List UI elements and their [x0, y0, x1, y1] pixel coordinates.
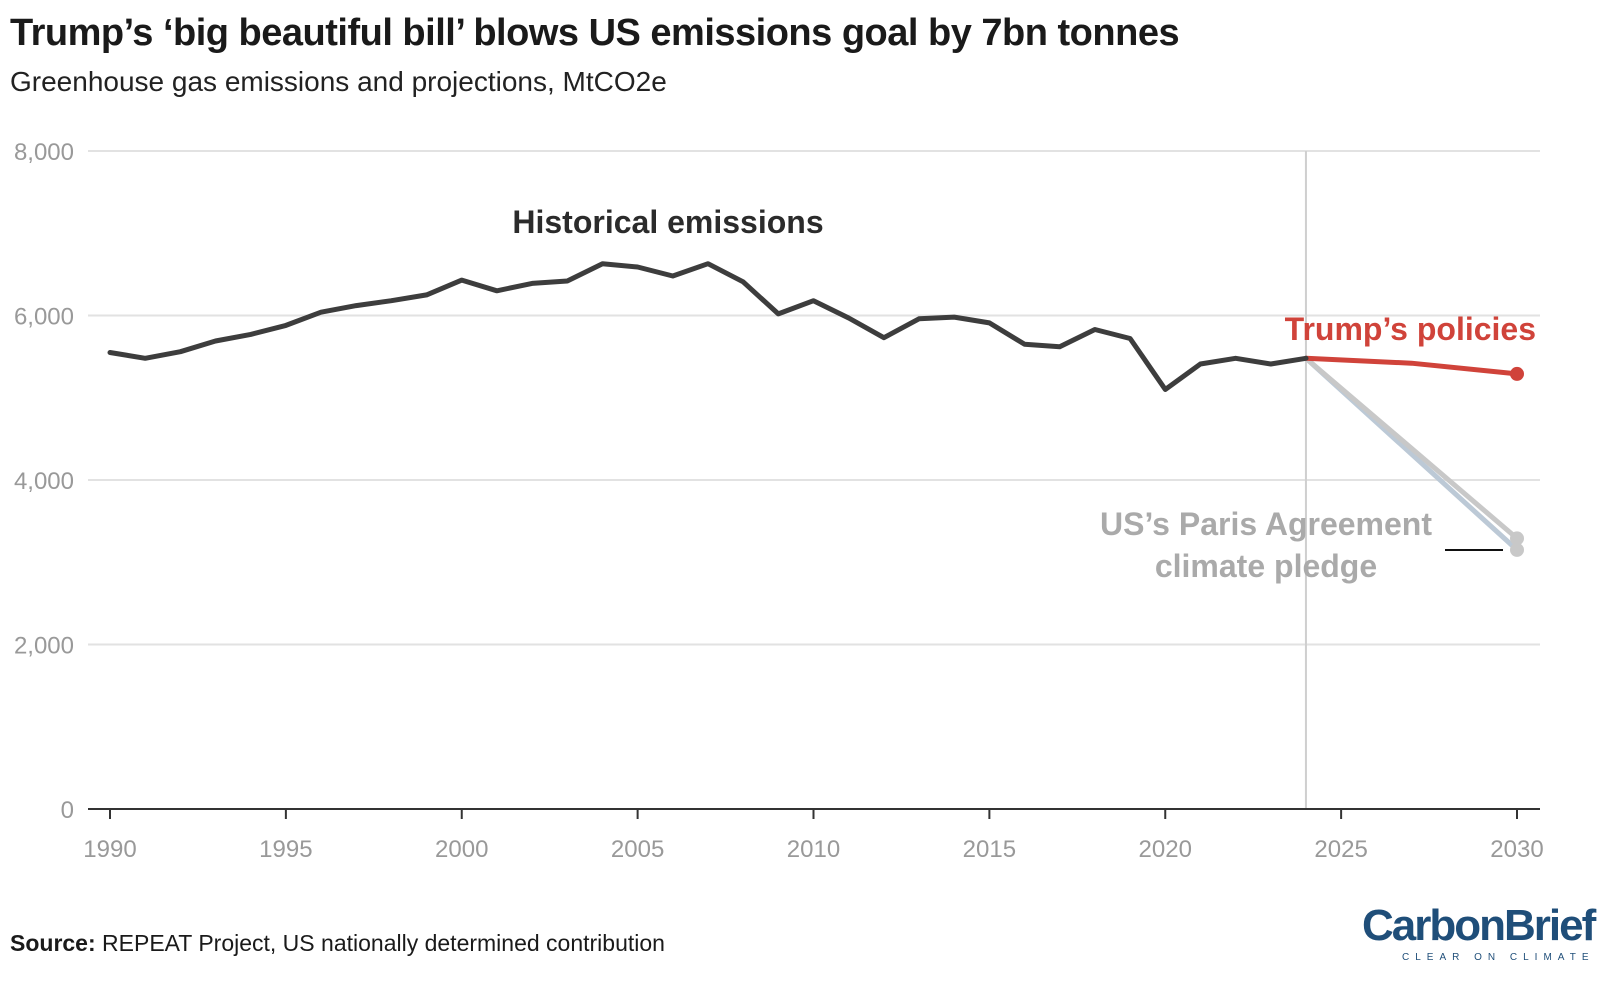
- paris-pledge-line: [1303, 355, 1520, 541]
- series-lines: [107, 261, 1524, 557]
- series-labels: Historical emissions Trump’s policies US’s…: [512, 204, 1536, 584]
- source-label: Source:: [10, 930, 96, 956]
- logo-wordmark: CarbonBrief: [1362, 901, 1596, 950]
- y-tick-label: 8,000: [14, 139, 74, 166]
- paris-pledge-label-line: climate pledge: [1155, 548, 1377, 584]
- chart-title: Trump’s ‘big beautiful bill’ blows US em…: [10, 12, 1180, 54]
- x-tick-label: 2010: [787, 836, 840, 863]
- y-tick-label: 6,000: [14, 304, 74, 331]
- chart-subtitle: Greenhouse gas emissions and projections…: [10, 66, 667, 97]
- emissions-line-chart: 0 2,000 4,000 6,000 8,000 1990 1995 2000 2005 201…: [14, 139, 1544, 863]
- y-tick-label: 4,000: [14, 468, 74, 495]
- x-tick-label: 2000: [435, 836, 488, 863]
- logo-word-brief: Brief: [1504, 901, 1596, 950]
- x-tick-label: 2020: [1139, 836, 1192, 863]
- y-tick-label: 2,000: [14, 633, 74, 660]
- x-tick-label: 2030: [1490, 836, 1543, 863]
- paris-pledge-end-point: [1510, 531, 1524, 546]
- gridlines: [88, 150, 1540, 809]
- trump-policies-line: [1303, 355, 1520, 377]
- x-tick-label: 2005: [611, 836, 664, 863]
- historical-emissions-line: [107, 261, 1309, 392]
- x-tick-label: 2025: [1314, 836, 1367, 863]
- x-tick-label: 1990: [83, 836, 136, 863]
- axes: 0 2,000 4,000 6,000 8,000 1990 1995 2000 2005 201…: [14, 139, 1544, 863]
- logo-word-carbon: Carbon: [1362, 901, 1506, 950]
- paris-pledge-end-point-low: [1510, 542, 1524, 557]
- source-note: Source: REPEAT Project, US nationally de…: [10, 930, 665, 957]
- trump-policies-label: Trump’s policies: [1285, 311, 1536, 347]
- source-text: REPEAT Project, US nationally determined…: [95, 930, 665, 956]
- paris-pledge-label-line: US’s Paris Agreement: [1100, 506, 1432, 542]
- y-tick-label: 0: [61, 797, 74, 824]
- historical-emissions-label: Historical emissions: [512, 204, 823, 240]
- x-tick-label: 1995: [259, 836, 312, 863]
- logo-tagline: CLEAR ON CLIMATE: [1402, 952, 1595, 963]
- carbon-brief-logo: CarbonBrief CLEAR ON CLIMATE: [1362, 901, 1596, 964]
- x-tick-label: 2015: [963, 836, 1016, 863]
- trump-policies-end-point: [1510, 366, 1524, 381]
